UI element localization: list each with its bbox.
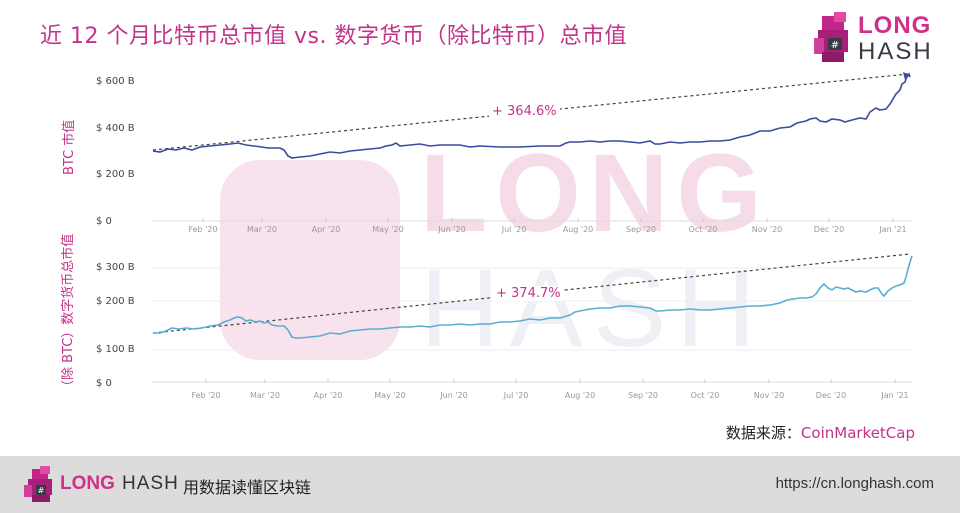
bottom-y-tick: $ 0	[96, 378, 112, 389]
footer-url-link[interactable]: https://cn.longhash.com	[775, 475, 934, 492]
bottom-y-tick: $ 100 B	[96, 344, 135, 355]
top-x-tick-marks	[202, 218, 894, 222]
svg-text:#: #	[38, 486, 45, 495]
bottom-x-tick-label: Dec '20	[815, 391, 847, 400]
top-y-axis-title: BTC 市值	[62, 119, 77, 175]
top-y-tick: $ 0	[96, 216, 112, 227]
page-title: 近 12 个月比特币总市值 vs. 数字货币（除比特币）总市值	[40, 24, 627, 49]
bottom-x-tick-label: Sep '20	[628, 391, 658, 400]
logo-long-text: LONG	[858, 12, 932, 39]
data-source: 数据来源：CoinMarketCap	[726, 422, 915, 443]
bottom-gridlines	[152, 267, 912, 351]
top-x-tick-label: Jun '20	[438, 225, 466, 234]
footer-bar: # LONG HASH 用数据读懂区块链 https://cn.longhash…	[0, 456, 960, 513]
footer-logo-long: LONG	[60, 473, 115, 494]
longhash-logo: # LONG HASH	[812, 8, 952, 68]
top-x-tick-label: Aug '20	[562, 225, 594, 234]
bottom-y-axis-title: （除 BTC）数字货币总市值	[61, 233, 76, 393]
top-y-tick: $ 600 B	[96, 76, 135, 87]
bottom-x-tick-label: Jun '20	[440, 391, 468, 400]
svg-text:#: #	[831, 40, 839, 51]
bottom-x-tick-label: Oct '20	[690, 391, 720, 400]
dragon-mascot-icon: #	[814, 12, 848, 62]
altcoin-market-cap-line	[153, 255, 913, 339]
bottom-x-tick-label: Jan '21	[881, 391, 909, 400]
top-x-tick-label: Jan '21	[879, 225, 907, 234]
top-x-tick-label: Dec '20	[813, 225, 845, 234]
bottom-x-tick-label: May '20	[374, 391, 406, 400]
bottom-x-tick-label: Nov '20	[753, 391, 785, 400]
top-x-tick-label: Jul '20	[501, 225, 527, 234]
footer-dragon-mascot-icon: #	[24, 466, 52, 502]
top-x-tick-label: Oct '20	[688, 225, 718, 234]
bottom-x-tick-label: Feb '20	[191, 391, 221, 400]
top-x-tick-label: Sep '20	[626, 225, 656, 234]
top-x-tick-label: Nov '20	[751, 225, 783, 234]
top-y-tick: $ 400 B	[96, 123, 135, 134]
altcoin-growth-annotation: + 374.7%	[493, 286, 564, 301]
top-x-tick-label: Feb '20	[188, 225, 218, 234]
top-x-tick-label: May '20	[372, 225, 404, 234]
bottom-x-tick-marks	[205, 379, 896, 383]
top-x-tick-label: Apr '20	[311, 225, 341, 234]
bottom-x-tick-label: Mar '20	[249, 391, 281, 400]
bottom-x-tick-label: Apr '20	[313, 391, 343, 400]
logo-hash-text: HASH	[858, 38, 933, 65]
footer-logo-hash: HASH	[122, 473, 179, 494]
bottom-y-tick: $ 300 B	[96, 262, 135, 273]
btc-end-arrow-icon	[903, 72, 910, 80]
btc-market-cap-line	[152, 72, 911, 159]
btc-growth-annotation: + 364.6%	[489, 104, 560, 119]
data-source-value: CoinMarketCap	[800, 424, 915, 442]
footer-slogan: 用数据读懂区块链	[183, 478, 312, 497]
bottom-x-tick-label: Jul '20	[503, 391, 529, 400]
data-source-label: 数据来源：	[725, 424, 801, 442]
top-x-tick-label: Mar '20	[246, 225, 278, 234]
bottom-x-tick-label: Aug '20	[564, 391, 596, 400]
top-y-tick: $ 200 B	[96, 169, 135, 180]
bottom-y-tick: $ 200 B	[96, 296, 135, 307]
